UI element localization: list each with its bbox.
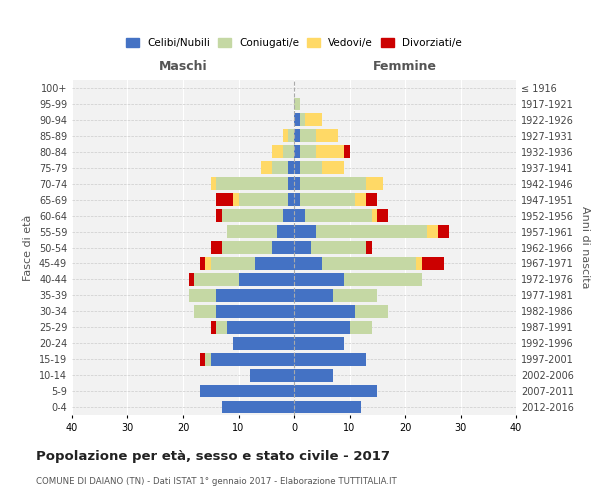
- Bar: [416, 257, 422, 270]
- Bar: [222, 241, 272, 254]
- Bar: [255, 257, 294, 270]
- Bar: [211, 178, 216, 190]
- Bar: [355, 194, 366, 206]
- Bar: [366, 194, 377, 206]
- Bar: [294, 209, 305, 222]
- Bar: [294, 162, 299, 174]
- Bar: [216, 289, 294, 302]
- Bar: [283, 146, 294, 158]
- Bar: [349, 321, 372, 334]
- Bar: [311, 241, 366, 254]
- Bar: [194, 273, 239, 286]
- Bar: [211, 257, 255, 270]
- Bar: [299, 178, 366, 190]
- Bar: [272, 241, 294, 254]
- Bar: [205, 353, 211, 366]
- Bar: [294, 241, 311, 254]
- Bar: [294, 384, 377, 398]
- Bar: [294, 368, 333, 382]
- Bar: [211, 241, 222, 254]
- Bar: [216, 305, 294, 318]
- Bar: [200, 384, 294, 398]
- Bar: [305, 209, 372, 222]
- Bar: [188, 273, 194, 286]
- Bar: [294, 194, 299, 206]
- Bar: [377, 209, 388, 222]
- Bar: [260, 162, 272, 174]
- Bar: [239, 194, 289, 206]
- Bar: [294, 273, 344, 286]
- Bar: [216, 321, 227, 334]
- Bar: [227, 321, 294, 334]
- Bar: [188, 289, 216, 302]
- Bar: [322, 257, 416, 270]
- Bar: [344, 273, 422, 286]
- Y-axis label: Fasce di età: Fasce di età: [23, 214, 33, 280]
- Bar: [355, 305, 388, 318]
- Bar: [294, 321, 349, 334]
- Y-axis label: Anni di nascita: Anni di nascita: [580, 206, 590, 289]
- Bar: [305, 114, 322, 126]
- Bar: [233, 337, 294, 349]
- Bar: [289, 130, 294, 142]
- Bar: [294, 98, 299, 110]
- Bar: [299, 162, 322, 174]
- Text: Femmine: Femmine: [373, 60, 437, 74]
- Bar: [299, 114, 305, 126]
- Bar: [216, 194, 233, 206]
- Bar: [333, 289, 377, 302]
- Bar: [200, 257, 205, 270]
- Bar: [422, 257, 444, 270]
- Bar: [294, 353, 366, 366]
- Bar: [316, 225, 427, 238]
- Bar: [239, 273, 294, 286]
- Bar: [294, 305, 355, 318]
- Bar: [294, 178, 299, 190]
- Bar: [194, 305, 216, 318]
- Bar: [283, 209, 294, 222]
- Bar: [299, 130, 316, 142]
- Bar: [294, 257, 322, 270]
- Bar: [289, 194, 294, 206]
- Bar: [289, 162, 294, 174]
- Bar: [316, 146, 344, 158]
- Bar: [366, 178, 383, 190]
- Text: Maschi: Maschi: [158, 60, 208, 74]
- Bar: [294, 337, 344, 349]
- Bar: [233, 194, 239, 206]
- Bar: [299, 146, 316, 158]
- Bar: [216, 209, 222, 222]
- Bar: [283, 130, 289, 142]
- Bar: [294, 289, 333, 302]
- Bar: [211, 321, 216, 334]
- Bar: [205, 257, 211, 270]
- Bar: [216, 178, 289, 190]
- Bar: [294, 400, 361, 413]
- Bar: [272, 146, 283, 158]
- Bar: [322, 162, 344, 174]
- Bar: [316, 130, 338, 142]
- Bar: [299, 194, 355, 206]
- Bar: [294, 130, 299, 142]
- Bar: [294, 225, 316, 238]
- Bar: [272, 162, 289, 174]
- Bar: [294, 146, 299, 158]
- Bar: [277, 225, 294, 238]
- Bar: [222, 400, 294, 413]
- Legend: Celibi/Nubili, Coniugati/e, Vedovi/e, Divorziati/e: Celibi/Nubili, Coniugati/e, Vedovi/e, Di…: [123, 35, 465, 51]
- Text: COMUNE DI DAIANO (TN) - Dati ISTAT 1° gennaio 2017 - Elaborazione TUTTITALIA.IT: COMUNE DI DAIANO (TN) - Dati ISTAT 1° ge…: [36, 478, 397, 486]
- Bar: [211, 353, 294, 366]
- Bar: [438, 225, 449, 238]
- Bar: [372, 209, 377, 222]
- Bar: [227, 225, 277, 238]
- Text: Popolazione per età, sesso e stato civile - 2017: Popolazione per età, sesso e stato civil…: [36, 450, 390, 463]
- Bar: [222, 209, 283, 222]
- Bar: [250, 368, 294, 382]
- Bar: [344, 146, 349, 158]
- Bar: [427, 225, 439, 238]
- Bar: [294, 114, 299, 126]
- Bar: [289, 178, 294, 190]
- Bar: [200, 353, 205, 366]
- Bar: [366, 241, 372, 254]
